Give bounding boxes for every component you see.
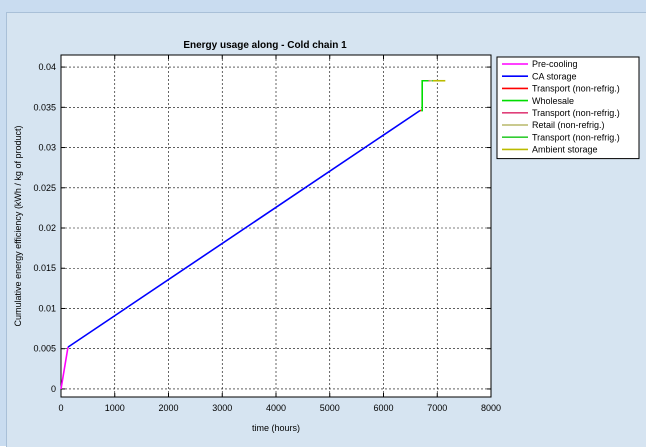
- x-tick-label: 2000: [158, 403, 178, 413]
- series-line-4: [421, 79, 429, 112]
- legend-label: Ambient storage: [532, 145, 598, 155]
- legend: Pre-cooling CA storage Transport (non-refr…: [496, 56, 640, 160]
- y-tick-label: 0.04: [38, 62, 56, 72]
- y-tick-label: 0.035: [33, 102, 56, 112]
- x-tick-label: 5000: [320, 403, 340, 413]
- y-tick-label: 0.01: [38, 303, 56, 313]
- plot-area: [60, 54, 492, 398]
- x-tick-label: 7000: [427, 403, 447, 413]
- figure-panel: Energy usage along - Cold chain 1 0 1000 2…: [6, 12, 646, 447]
- series-line-2: [67, 109, 421, 348]
- legend-label: Retail (non-refrig.): [532, 120, 605, 130]
- legend-label: Transport (non-refrig.): [532, 132, 620, 142]
- y-tick-label: 0.02: [38, 223, 56, 233]
- x-tick-label: 6000: [373, 403, 393, 413]
- y-tick-label: 0: [51, 384, 56, 394]
- x-axis-ticks: 0 1000 2000 3000 4000 5000 6000 7000 8000: [58, 55, 501, 413]
- y-tick-label: 0.03: [38, 143, 56, 153]
- series-lines: [60, 79, 446, 390]
- x-tick-label: 4000: [266, 403, 286, 413]
- legend-label: Wholesale: [532, 96, 574, 106]
- y-tick-label: 0.015: [33, 263, 56, 273]
- x-axis-label: time (hours): [252, 423, 300, 433]
- legend-label: Transport (non-refrig.): [532, 84, 620, 94]
- grid-lines: [61, 55, 491, 397]
- legend-label: Pre-cooling: [532, 59, 578, 69]
- chart-title: Energy usage along - Cold chain 1: [183, 40, 347, 51]
- legend-label: CA storage: [532, 71, 577, 81]
- y-axis-ticks: 0 0.005 0.01 0.015 0.02 0.025 0.03 0.035 0.04: [33, 62, 491, 394]
- x-tick-label: 8000: [481, 403, 501, 413]
- y-tick-label: 0.005: [33, 344, 56, 354]
- x-tick-label: 3000: [212, 403, 232, 413]
- x-tick-label: 1000: [105, 403, 125, 413]
- energy-usage-chart: Energy usage along - Cold chain 1 0 1000 2…: [13, 40, 640, 433]
- y-axis-label: Cumulative energy efficiency (kWh / kg o…: [13, 126, 23, 327]
- legend-label: Transport (non-refrig.): [532, 108, 620, 118]
- series-line-1: [60, 346, 69, 390]
- y-tick-label: 0.025: [33, 183, 56, 193]
- x-tick-label: 0: [58, 403, 63, 413]
- legend-box: [496, 56, 640, 160]
